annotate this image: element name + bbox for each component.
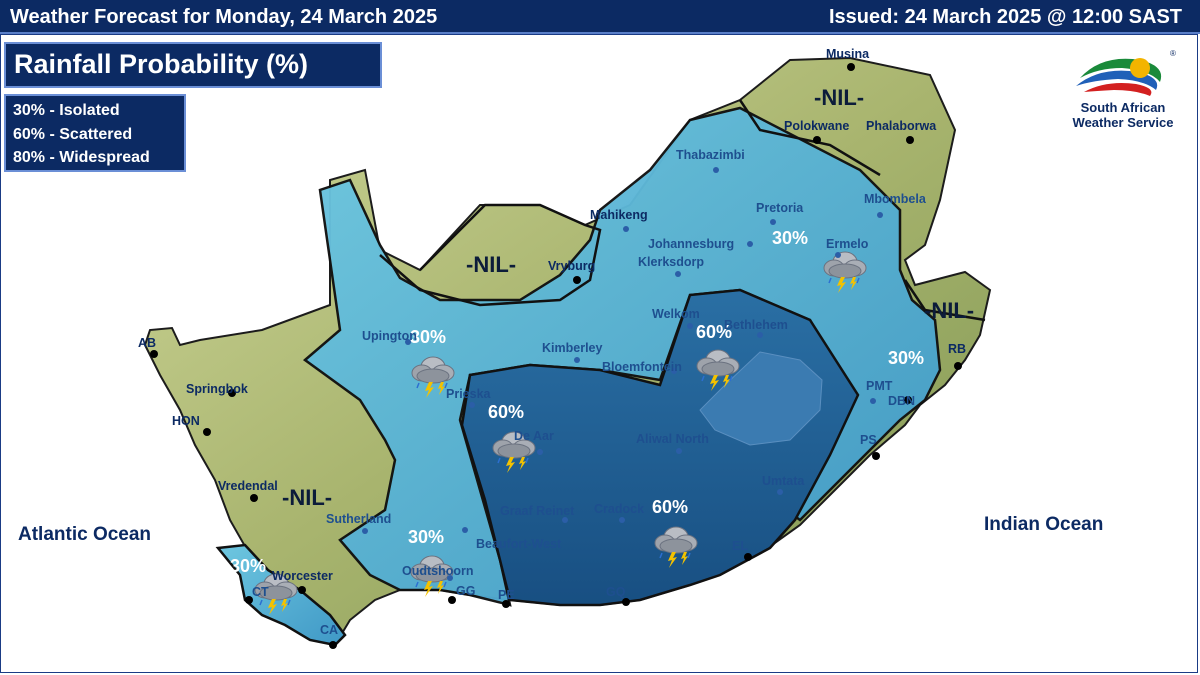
pct-label-ermelo: 30% <box>772 228 808 248</box>
city-gq: GQ <box>606 585 626 599</box>
map-title: Rainfall Probability (%) <box>4 42 382 88</box>
city-prieska: Prieska <box>446 387 492 401</box>
saws-logo-text: South African Weather Service <box>1062 100 1184 130</box>
saws-logo-icon: ® <box>1076 49 1176 96</box>
city-hon: HON <box>172 414 200 428</box>
city-polokwane: Polokwane <box>784 119 849 133</box>
pct-label-bethlehem: 60% <box>696 322 732 342</box>
city-upington: Upington <box>362 329 417 343</box>
nil-label-north: -NIL- <box>814 85 864 110</box>
city-graaf-reinet: Graaf Reinet <box>500 504 575 518</box>
city-vryburg: Vryburg <box>548 259 595 273</box>
legend-item-isolated: 30% - Isolated <box>13 102 120 119</box>
city-ps: PS <box>860 433 877 447</box>
nil-boundary-east <box>903 279 986 322</box>
city-beaufort-west: Beaufort-West <box>476 537 562 551</box>
city-markers: Musina Polokwane Phalaborwa Thabazimbi M… <box>138 47 966 649</box>
city-oudtshoorn: Oudtshoorn <box>402 564 474 578</box>
city-thabazimbi: Thabazimbi <box>676 148 745 162</box>
city-umtata: Umtata <box>762 474 805 488</box>
city-pmt: PMT <box>866 379 893 393</box>
pct-label-cape: 30% <box>230 556 266 576</box>
forecast-title: Weather Forecast for Monday, 24 March 20… <box>10 6 438 28</box>
city-bethlehem: Bethlehem <box>724 318 788 332</box>
nil-label-east: -NIL- <box>924 298 974 323</box>
city-springbok: Springbok <box>186 382 248 396</box>
lesotho-area <box>699 351 823 446</box>
city-welkom: Welkom <box>652 307 700 321</box>
city-pretoria: Pretoria <box>756 201 804 215</box>
nil-label-west: -NIL- <box>282 485 332 510</box>
city-ermelo: Ermelo <box>826 237 869 251</box>
issued-time: Issued: 24 March 2025 @ 12:00 SAST <box>829 6 1182 28</box>
registered-mark: ® <box>1170 49 1176 58</box>
city-pe: PE <box>498 588 515 602</box>
pct-label-de-aar: 60% <box>488 402 524 422</box>
city-klerksdorp: Klerksdorp <box>638 255 704 269</box>
city-ct: CT <box>252 585 269 599</box>
city-cradock: Cradock <box>594 502 644 516</box>
city-mahikeng: Mahikeng <box>590 208 648 222</box>
pct-label-karoo: 30% <box>408 527 444 547</box>
city-bloemfontein: Bloemfontein <box>602 360 682 374</box>
logo-line-2: Weather Service <box>1072 115 1174 130</box>
city-el: EL <box>732 539 748 553</box>
pct-label-upington: 30% <box>410 327 446 347</box>
nil-boundary-north <box>738 99 881 177</box>
legend-item-scattered: 60% - Scattered <box>13 125 133 143</box>
nil-boundary-vryburg <box>379 203 602 307</box>
city-phalaborwa: Phalaborwa <box>866 119 937 133</box>
city-vredendal: Vredendal <box>218 479 278 493</box>
city-musina: Musina <box>826 47 870 61</box>
city-dbn: DBN <box>888 394 915 408</box>
atlantic-ocean-label: Atlantic Ocean <box>18 524 151 545</box>
city-johannesburg: Johannesburg <box>648 237 734 251</box>
city-mbombela: Mbombela <box>864 192 927 206</box>
map-frame <box>0 34 1198 673</box>
logo-line-1: South African <box>1080 100 1166 115</box>
city-ca: CA <box>320 623 338 637</box>
city-gg: GG <box>456 584 475 598</box>
city-rb: RB <box>948 342 966 356</box>
pct-label-east-coast: 30% <box>888 348 924 368</box>
legend-item-widespread: 80% - Widespread <box>13 149 150 166</box>
city-ab: AB <box>138 336 156 350</box>
nil-label-vryburg: -NIL- <box>466 252 516 277</box>
city-aliwal-north: Aliwal North <box>636 432 709 446</box>
city-kimberley: Kimberley <box>542 341 602 355</box>
city-de-aar: De Aar <box>514 429 554 443</box>
legend: 30% - Isolated 60% - Scattered 80% - Wid… <box>4 94 186 172</box>
indian-ocean-label: Indian Ocean <box>984 514 1103 535</box>
pct-label-south: 60% <box>652 497 688 517</box>
city-worcester: Worcester <box>272 569 333 583</box>
header-bar: Weather Forecast for Monday, 24 March 20… <box>0 0 1200 34</box>
city-sutherland: Sutherland <box>326 512 391 526</box>
